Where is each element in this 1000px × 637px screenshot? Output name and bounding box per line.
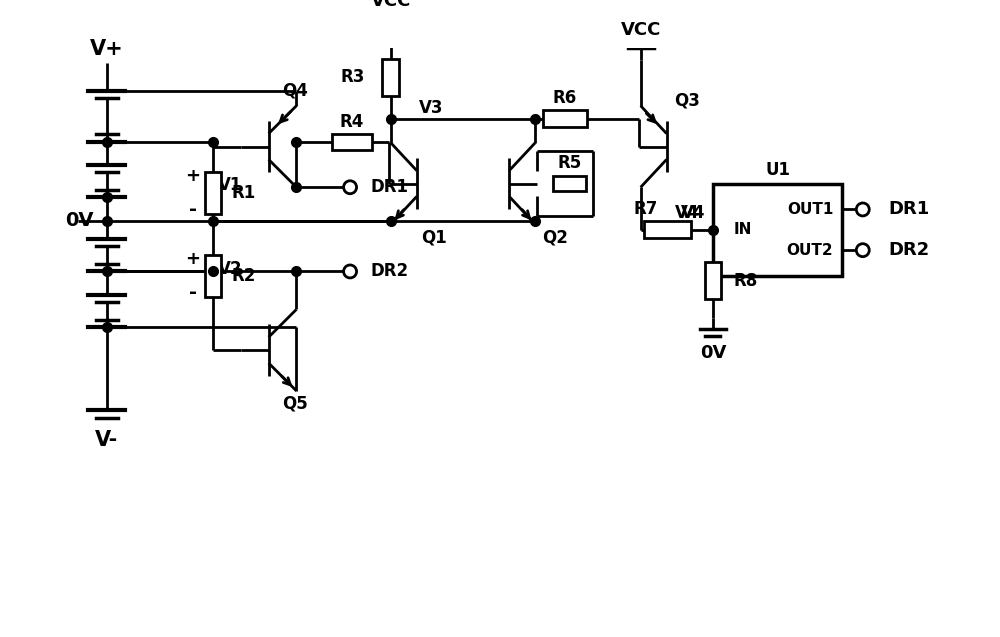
Bar bbox=[644, 222, 691, 238]
Text: R7: R7 bbox=[634, 201, 658, 218]
Text: R5: R5 bbox=[557, 154, 582, 172]
Text: VCC: VCC bbox=[371, 0, 411, 10]
Text: DR2: DR2 bbox=[370, 262, 409, 280]
Bar bbox=[543, 110, 587, 127]
Text: R6: R6 bbox=[553, 89, 577, 108]
Text: -: - bbox=[189, 200, 197, 219]
Bar bbox=[382, 59, 399, 96]
Text: Q2: Q2 bbox=[542, 228, 568, 247]
Text: 0V: 0V bbox=[700, 344, 726, 362]
Text: V+: V+ bbox=[90, 39, 124, 59]
Text: R1: R1 bbox=[232, 184, 256, 202]
Text: Q1: Q1 bbox=[421, 228, 447, 247]
Text: VCC: VCC bbox=[620, 21, 661, 39]
Text: R2: R2 bbox=[232, 267, 256, 285]
Bar bbox=[553, 176, 586, 191]
Text: V4: V4 bbox=[674, 204, 699, 222]
Text: Q4: Q4 bbox=[283, 82, 308, 100]
Text: +: + bbox=[185, 250, 200, 268]
Text: V4: V4 bbox=[681, 204, 705, 222]
Text: Q3: Q3 bbox=[674, 91, 700, 110]
Text: U1: U1 bbox=[765, 161, 790, 178]
Text: DR1: DR1 bbox=[370, 178, 408, 196]
Text: -: - bbox=[189, 283, 197, 302]
Text: DR2: DR2 bbox=[889, 241, 930, 259]
Text: V1: V1 bbox=[218, 176, 242, 194]
Text: OUT2: OUT2 bbox=[787, 243, 833, 258]
Bar bbox=[205, 255, 221, 297]
Text: R8: R8 bbox=[733, 272, 757, 290]
Text: V3: V3 bbox=[419, 99, 443, 117]
Text: R3: R3 bbox=[341, 68, 365, 86]
Text: OUT1: OUT1 bbox=[787, 202, 833, 217]
Bar bbox=[713, 183, 842, 276]
Text: R4: R4 bbox=[340, 113, 364, 131]
Bar bbox=[205, 172, 221, 213]
Text: V2: V2 bbox=[218, 260, 242, 278]
Text: IN: IN bbox=[733, 222, 752, 238]
Text: +: + bbox=[185, 167, 200, 185]
Text: 0V: 0V bbox=[65, 211, 94, 230]
Text: DR1: DR1 bbox=[889, 201, 930, 218]
Bar bbox=[705, 262, 721, 299]
Text: V-: V- bbox=[95, 430, 118, 450]
Bar bbox=[332, 134, 372, 150]
Text: Q5: Q5 bbox=[283, 395, 308, 413]
